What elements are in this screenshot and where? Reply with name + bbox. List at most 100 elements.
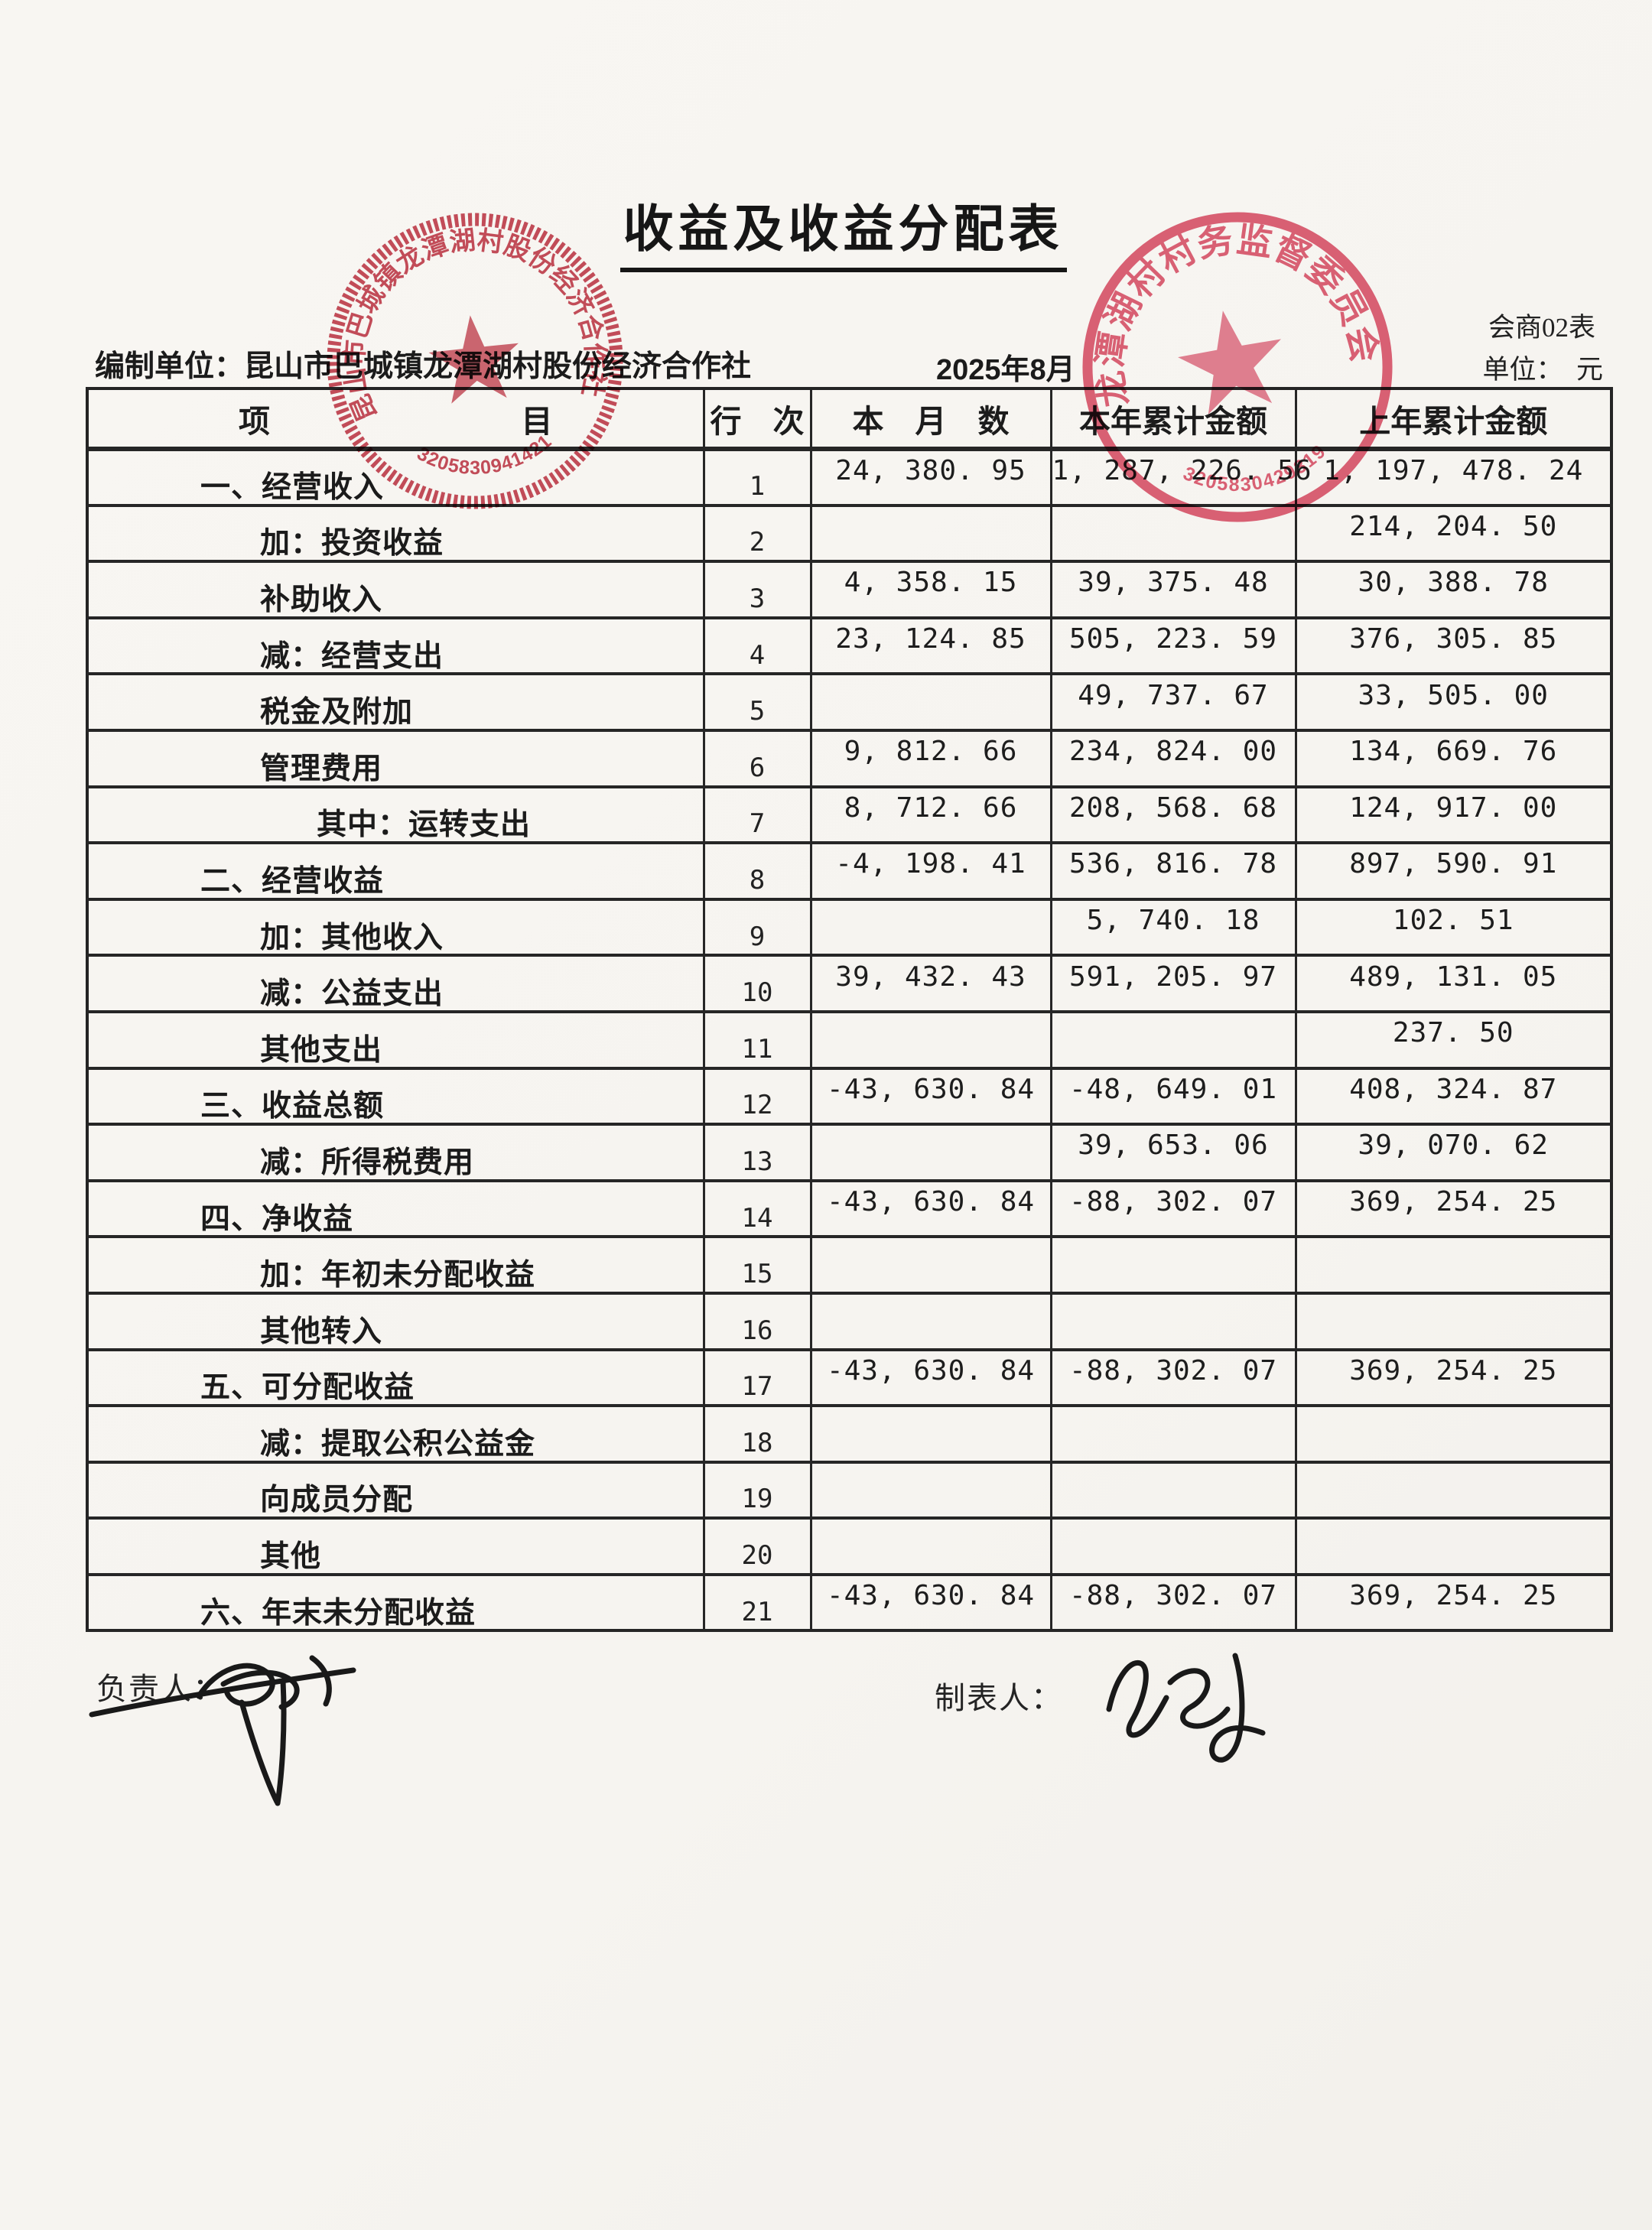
cell-month-amount [809,674,1052,732]
cell-prev-year-amount: 489, 131. 05 [1294,955,1613,1013]
cell-ytd-amount: -88, 302. 07 [1049,1574,1297,1633]
svg-text:3205830941421: 3205830941421 [411,429,558,486]
row-label: 五、可分配收益 [200,1371,415,1405]
cell-item: 减：经营支出 [86,617,705,676]
cell-month-amount: -43, 630. 84 [809,1349,1052,1408]
cell-ytd-amount [1049,1518,1297,1576]
cell-line-no: 16 [702,1292,812,1351]
cell-item: 加：年初未分配收益 [86,1237,705,1295]
cell-line-no: 17 [702,1349,812,1408]
row-label: 减：所得税费用 [260,1146,475,1179]
ytd-amount: 505, 223. 59 [1068,623,1278,655]
cell-item: 三、收益总额 [86,1068,705,1126]
cell-ytd-amount: -48, 649. 01 [1049,1068,1297,1126]
cell-item: 补助收入 [86,561,705,619]
cell-prev-year-amount: 134, 669. 76 [1294,730,1613,788]
cell-prev-year-amount: 33, 505. 00 [1294,674,1613,732]
prev-year-amount: 376, 305. 85 [1349,623,1558,655]
cell-item: 加：其他收入 [86,899,705,957]
header-item: 项 目 [86,388,705,451]
cell-prev-year-amount [1294,1292,1613,1351]
table-row: 税金及附加 5 49, 737. 67 33, 505. 00 [86,674,1613,732]
table-row: 五、可分配收益 17 -43, 630. 84 -88, 302. 07 369… [86,1349,1613,1408]
cell-ytd-amount: 39, 375. 48 [1049,561,1297,619]
row-line-number: 2 [749,527,766,558]
prev-year-amount: 30, 388. 78 [1358,567,1549,599]
month-amount: 23, 124. 85 [835,623,1026,655]
month-amount: -43, 630. 84 [826,1354,1036,1386]
cell-prev-year-amount: 214, 204. 50 [1294,505,1613,564]
cell-prev-year-amount [1294,1406,1613,1464]
header-month: 本 月 数 [809,388,1052,451]
cell-line-no: 6 [702,730,812,788]
prev-year-amount: 369, 254. 25 [1349,1354,1558,1386]
row-label: 加：其他收入 [260,921,444,954]
row-line-number: 15 [741,1259,773,1290]
row-label: 减：公益支出 [260,977,444,1011]
cell-month-amount: 8, 712. 66 [809,786,1052,845]
cell-line-no: 19 [702,1461,812,1520]
row-line-number: 6 [749,752,766,783]
cell-month-amount: -43, 630. 84 [809,1180,1052,1239]
table-row: 其中：运转支出 7 8, 712. 66 208, 568. 68 124, 9… [86,786,1613,845]
table-row: 管理费用 6 9, 812. 66 234, 824. 00 134, 669.… [86,730,1613,788]
cell-month-amount [809,1461,1052,1520]
income-distribution-table: 项 目 行 次 本 月 数 本年累计金额 上年累计金额 一、经营收入 1 24,… [86,387,1613,1633]
ytd-amount: 1, 287, 226. 56 [1052,454,1312,486]
prev-year-amount: 489, 131. 05 [1349,961,1558,993]
cell-item: 一、经营收入 [86,449,705,507]
cell-prev-year-amount: 369, 254. 25 [1294,1574,1613,1633]
prepared-by-label: 编制单位： [95,350,245,383]
month-amount: -4, 198. 41 [835,848,1026,880]
table-row: 加：年初未分配收益 15 [86,1237,1613,1295]
cell-month-amount: 39, 432. 43 [809,955,1052,1013]
cell-item: 加：投资收益 [86,505,705,564]
cell-ytd-amount [1049,1237,1297,1295]
title-row: 收益及收益分配表 [0,188,1652,272]
cell-month-amount [809,1518,1052,1576]
cell-line-no: 5 [702,674,812,732]
table-row: 三、收益总额 12 -43, 630. 84 -48, 649. 01 408,… [86,1068,1613,1126]
cell-prev-year-amount: 237. 50 [1294,1011,1613,1070]
ytd-amount: 208, 568. 68 [1068,792,1278,824]
seal-number: 3205830941421 [411,429,558,486]
cell-line-no: 14 [702,1180,812,1239]
cell-item: 其他 [86,1518,705,1576]
cell-prev-year-amount: 897, 590. 91 [1294,843,1613,901]
cell-prev-year-amount: 1, 197, 478. 24 [1294,449,1613,507]
seal-serrated-ring [327,213,623,509]
month-amount: 24, 380. 95 [835,454,1026,486]
cell-month-amount: 23, 124. 85 [809,617,1052,676]
table-row: 四、净收益 14 -43, 630. 84 -88, 302. 07 369, … [86,1180,1613,1239]
table-row: 减：经营支出 4 23, 124. 85 505, 223. 59 376, 3… [86,617,1613,676]
cell-ytd-amount: 536, 816. 78 [1049,843,1297,901]
form-number: 会商02表 [1488,313,1595,343]
table-row: 其他支出 11 237. 50 [86,1011,1613,1070]
month-amount: 8, 712. 66 [844,792,1018,824]
unit-label: 单位： 元 [1482,355,1603,385]
cell-line-no: 21 [702,1574,812,1633]
table-row: 补助收入 3 4, 358. 15 39, 375. 48 30, 388. 7… [86,561,1613,619]
cell-prev-year-amount [1294,1461,1613,1520]
supervision-seal-stamp: 龙潭湖村村务监督委员会 3205830429319 [1067,197,1393,522]
cell-prev-year-amount: 102. 51 [1294,899,1613,957]
row-line-number: 14 [741,1202,773,1234]
row-label: 其他 [260,1540,322,1574]
ytd-amount: -88, 302. 07 [1068,1580,1278,1612]
ytd-amount: 5, 740. 18 [1086,905,1260,937]
cell-line-no: 4 [702,617,812,676]
cell-line-no: 18 [702,1406,812,1464]
ytd-amount: 49, 737. 67 [1078,679,1269,711]
table-row: 加：其他收入 9 5, 740. 18 102. 51 [86,899,1613,957]
table-row: 减：提取公积公益金 18 [86,1406,1613,1464]
row-label: 二、经营收益 [200,864,385,898]
month-amount: 4, 358. 15 [844,567,1018,599]
table-row: 向成员分配 19 [86,1461,1613,1520]
table-row: 其他 20 [86,1518,1613,1576]
ytd-amount: -48, 649. 01 [1068,1073,1278,1105]
cell-ytd-amount [1049,1461,1297,1520]
row-line-number: 16 [741,1315,773,1346]
row-line-number: 18 [741,1427,773,1458]
cell-ytd-amount: 234, 824. 00 [1049,730,1297,788]
